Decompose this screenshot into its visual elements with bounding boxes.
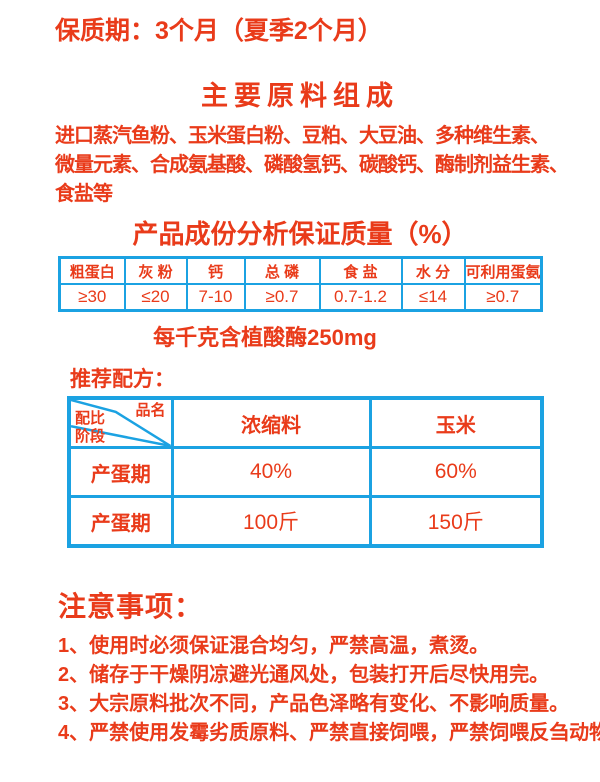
formula-value-cell: 40% bbox=[170, 446, 372, 498]
analysis-value-cell: ≥0.7 bbox=[463, 283, 543, 312]
analysis-table: 粗蛋白 灰 粉 钙 总 磷 食 盐 水 分 可利用蛋氨酸 ≥30 ≤20 7-1… bbox=[58, 256, 543, 312]
formula-value-cell: 150斤 bbox=[368, 495, 544, 548]
analysis-header-cell: 钙 bbox=[185, 256, 246, 285]
ingredients-line: 微量元素、合成氨基酸、磷酸氢钙、碳酸钙、酶制剂益生素、 bbox=[55, 154, 569, 176]
ingredients-line: 食盐等 bbox=[55, 183, 113, 205]
formula-value-cell: 60% bbox=[368, 446, 544, 498]
analysis-header-cell: 可利用蛋氨酸 bbox=[463, 256, 543, 285]
shelf-life-text: 保质期：3个月（夏季2个月） bbox=[55, 17, 383, 45]
formula-column-header: 玉米 bbox=[368, 396, 544, 449]
formula-row-percent: 产蛋期 40% 60% bbox=[67, 446, 544, 498]
phytase-content-note: 每千克含植酸酶250mg bbox=[153, 325, 377, 350]
analysis-section-title: 产品成份分析保证质量（%） bbox=[132, 219, 468, 249]
formula-stage-cell: 产蛋期 bbox=[67, 446, 174, 498]
analysis-value-cell: 0.7-1.2 bbox=[318, 283, 403, 312]
analysis-value-row: ≥30 ≤20 7-10 ≥0.7 0.7-1.2 ≤14 ≥0.7 bbox=[58, 283, 543, 312]
notices-list: 1、使用时必须保证混合均匀，严禁高温，煮烫。 2、储存于干燥阴凉避光通风处，包装… bbox=[58, 632, 600, 748]
analysis-value-cell: ≤20 bbox=[123, 283, 188, 312]
analysis-header-cell: 粗蛋白 bbox=[58, 256, 126, 285]
analysis-header-cell: 水 分 bbox=[400, 256, 466, 285]
formula-section-label: 推荐配方： bbox=[70, 368, 175, 391]
analysis-header-cell: 食 盐 bbox=[318, 256, 403, 285]
formula-table: 配比 品名 阶段 浓缩料 玉米 产蛋期 40% 60% 产蛋期 100斤 150… bbox=[67, 396, 544, 548]
analysis-value-cell: ≥30 bbox=[58, 283, 126, 312]
analysis-value-cell: ≥0.7 bbox=[243, 283, 321, 312]
ingredients-section-title: 主要原料组成 bbox=[201, 81, 399, 111]
formula-value-cell: 100斤 bbox=[170, 495, 372, 548]
formula-header-row: 配比 品名 阶段 浓缩料 玉米 bbox=[67, 396, 544, 449]
diagonal-divider-lines bbox=[71, 400, 171, 446]
notice-item: 1、使用时必须保证混合均匀，严禁高温，煮烫。 bbox=[58, 635, 490, 657]
analysis-header-cell: 灰 粉 bbox=[123, 256, 188, 285]
formula-column-header: 浓缩料 bbox=[170, 396, 372, 449]
formula-stage-cell: 产蛋期 bbox=[67, 495, 174, 548]
corner-label-stage: 阶段 bbox=[75, 428, 106, 445]
ingredients-list: 进口蒸汽鱼粉、玉米蛋白粉、豆粕、大豆油、多种维生素、 微量元素、合成氨基酸、磷酸… bbox=[55, 122, 600, 209]
ingredients-line: 进口蒸汽鱼粉、玉米蛋白粉、豆粕、大豆油、多种维生素、 bbox=[55, 125, 550, 147]
formula-corner-cell: 配比 品名 阶段 bbox=[67, 396, 174, 449]
notices-section-title: 注意事项： bbox=[58, 591, 204, 622]
notice-item: 3、大宗原料批次不同，产品色泽略有变化、不影响质量。 bbox=[58, 693, 570, 715]
notice-item: 4、严禁使用发霉劣质原料、严禁直接饲喂，严禁饲喂反刍动物 bbox=[58, 722, 600, 744]
analysis-header-row: 粗蛋白 灰 粉 钙 总 磷 食 盐 水 分 可利用蛋氨酸 bbox=[58, 256, 543, 285]
corner-label-product: 品名 bbox=[135, 402, 166, 419]
corner-label-ratio: 配比 bbox=[75, 410, 106, 427]
analysis-value-cell: 7-10 bbox=[185, 283, 246, 312]
product-label-page: 保质期：3个月（夏季2个月） 主要原料组成 进口蒸汽鱼粉、玉米蛋白粉、豆粕、大豆… bbox=[0, 16, 600, 782]
notice-item: 2、储存于干燥阴凉避光通风处，包装打开后尽快用完。 bbox=[58, 664, 550, 686]
analysis-header-cell: 总 磷 bbox=[243, 256, 321, 285]
analysis-value-cell: ≤14 bbox=[400, 283, 466, 312]
formula-row-weight: 产蛋期 100斤 150斤 bbox=[67, 495, 544, 548]
